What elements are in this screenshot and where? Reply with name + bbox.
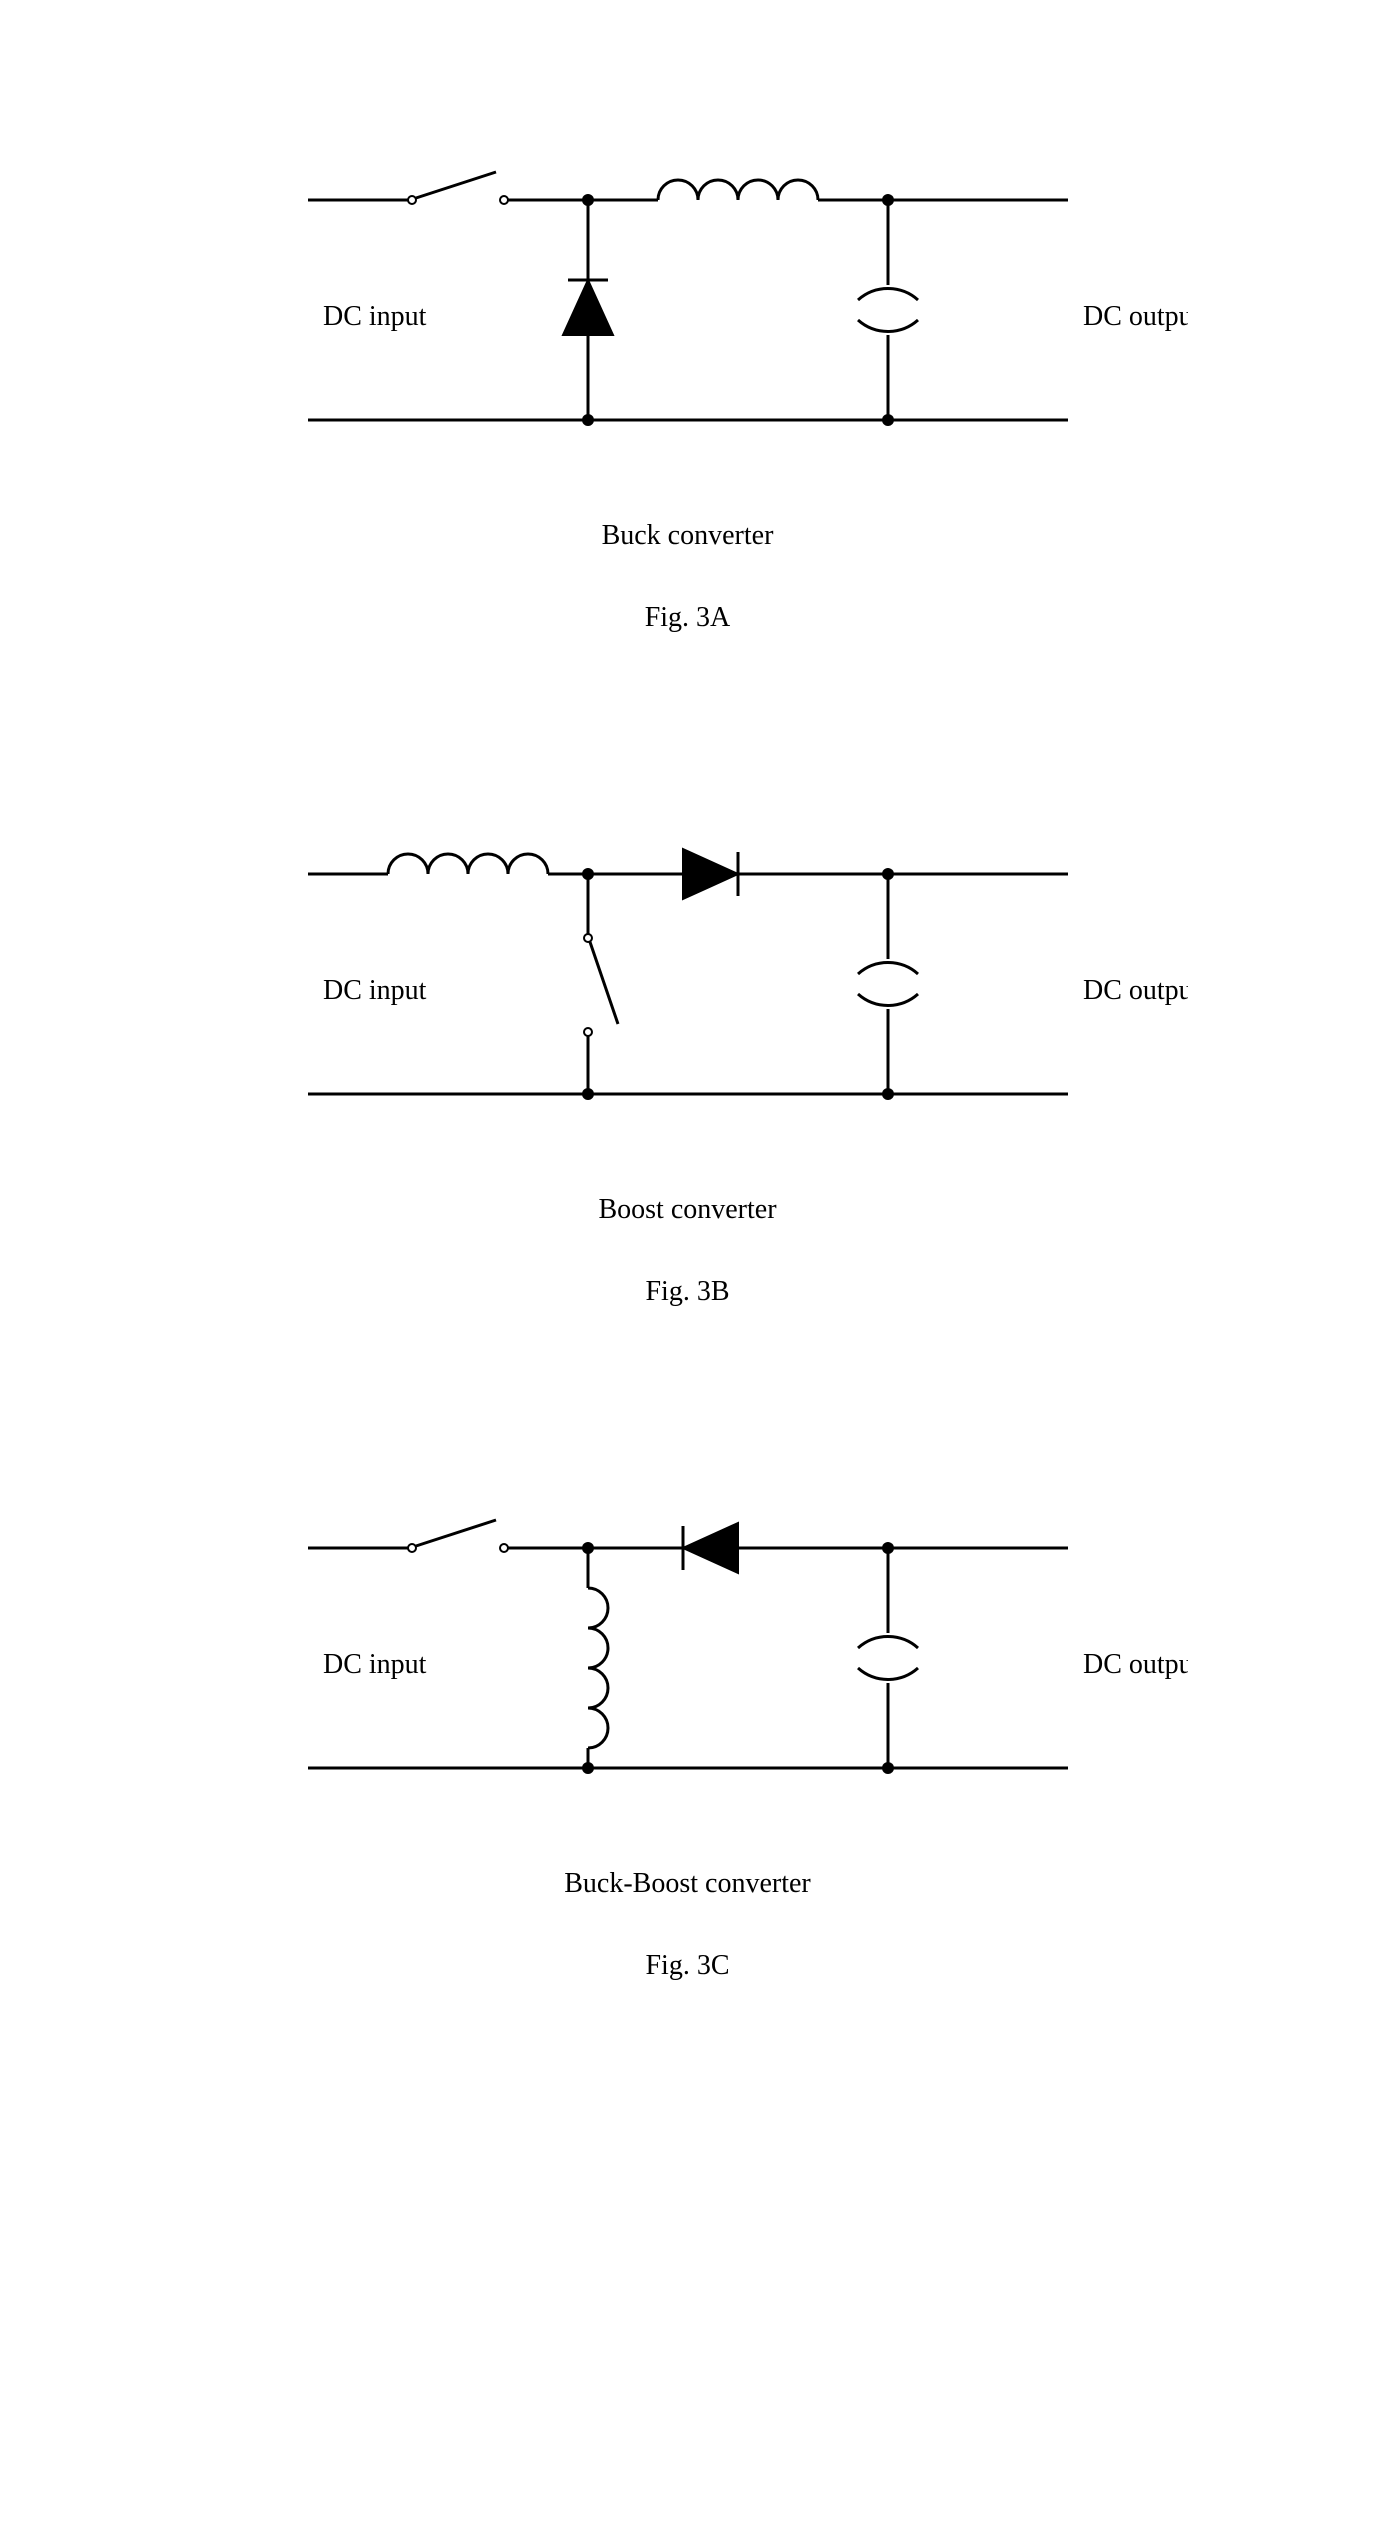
buck-converter-figure: DC input DC output Buck converter Fig. 3… [188,140,1188,634]
fig-3a-label: Fig. 3A [645,602,731,634]
boost-circuit-diagram: DC input DC output [188,814,1188,1174]
buck-boost-converter-figure: DC input DC output Buck-Boost converter … [188,1488,1188,1982]
input-label: DC input [323,1649,427,1680]
buck-boost-circuit-diagram: DC input DC output [188,1488,1188,1848]
buck-caption: Buck converter [602,520,774,552]
buck-boost-caption: Buck-Boost converter [564,1868,811,1900]
fig-3c-label: Fig. 3C [645,1950,729,1982]
buck-circuit-diagram: DC input DC output [188,140,1188,500]
fig-3b-label: Fig. 3B [645,1276,729,1308]
boost-caption: Boost converter [598,1194,776,1226]
output-label: DC output [1083,301,1188,332]
output-label: DC output [1083,975,1188,1006]
input-label: DC input [323,301,427,332]
boost-converter-figure: DC input DC output Boost converter Fig. … [188,814,1188,1308]
output-label: DC output [1083,1649,1188,1680]
input-label: DC input [323,975,427,1006]
